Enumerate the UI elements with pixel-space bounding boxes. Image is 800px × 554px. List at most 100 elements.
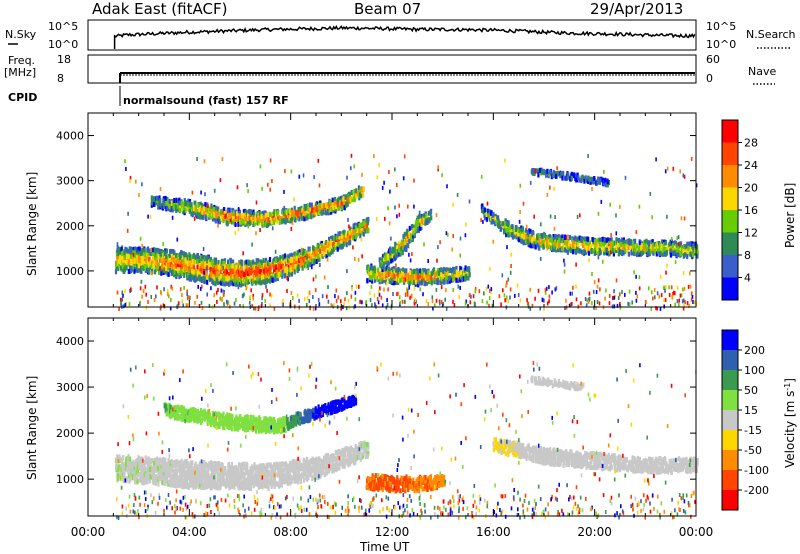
noise-cell — [423, 242, 425, 247]
noise-cell — [323, 275, 326, 280]
data-cell — [689, 241, 692, 247]
data-cell — [334, 235, 337, 241]
data-cell — [217, 206, 220, 212]
nave-label: Nave — [748, 65, 776, 78]
data-cell — [262, 265, 265, 271]
noise-cell — [648, 286, 650, 291]
noise-cell — [665, 270, 667, 275]
data-cell — [269, 270, 272, 276]
data-cell — [264, 222, 267, 228]
data-cell — [293, 251, 296, 257]
noise-cell — [291, 221, 294, 226]
noise-cell — [453, 303, 456, 307]
data-cell — [247, 279, 250, 284]
data-cell — [364, 219, 367, 225]
data-cell — [217, 279, 221, 284]
data-cell — [317, 243, 320, 249]
noise-cell — [394, 167, 396, 172]
noise-cell — [440, 300, 443, 305]
data-cell — [239, 270, 242, 276]
data-cell — [253, 261, 256, 267]
data-cell — [282, 258, 285, 264]
data-cell — [354, 195, 357, 201]
data-cell — [167, 265, 170, 271]
data-cell — [225, 279, 229, 285]
noise-cell — [571, 301, 573, 306]
data-cell — [158, 195, 161, 201]
data-cell — [466, 266, 469, 272]
data-cell — [349, 240, 352, 246]
data-cell — [293, 264, 296, 270]
noise-cell — [354, 256, 356, 261]
noise-cell — [660, 293, 663, 298]
noise-cell — [681, 287, 684, 292]
data-cell — [227, 275, 230, 281]
noise-cell — [563, 258, 565, 263]
data-cell — [254, 217, 257, 223]
noise-cell — [674, 260, 677, 265]
data-cell — [174, 204, 178, 210]
noise-cell — [663, 298, 665, 302]
data-cell — [410, 235, 413, 241]
noise-cell — [350, 294, 353, 299]
data-cell — [200, 207, 203, 213]
noise-cell — [346, 175, 348, 180]
noise-cell — [351, 286, 353, 291]
data-cell — [250, 262, 253, 268]
data-cell — [317, 257, 320, 263]
noise-cell — [179, 287, 182, 292]
data-cell — [359, 192, 362, 198]
noise-cell — [517, 293, 520, 297]
noise-cell — [286, 258, 289, 263]
data-cell — [258, 210, 261, 216]
noise-cell — [540, 222, 542, 227]
data-cell — [241, 259, 244, 265]
data-cell — [310, 256, 313, 262]
data-cell — [294, 263, 297, 269]
noise-cell — [445, 231, 448, 236]
data-cell — [212, 259, 215, 264]
noise-cell — [439, 301, 441, 306]
noise-cell — [249, 294, 251, 299]
data-cell — [266, 277, 269, 283]
data-cell — [188, 208, 191, 214]
nsky-panel — [87, 19, 697, 51]
data-cell — [664, 240, 667, 246]
noise-cell — [160, 291, 163, 296]
nsearch-label: N.Search — [746, 28, 796, 41]
data-cell — [190, 262, 193, 268]
data-cell — [220, 216, 223, 222]
noise-cell — [124, 289, 126, 294]
data-cell — [256, 215, 260, 221]
data-cell — [237, 212, 240, 218]
data-cell — [165, 206, 168, 212]
data-cell — [151, 259, 154, 265]
data-cell — [352, 235, 355, 241]
data-cell — [138, 263, 141, 269]
data-cell — [599, 177, 602, 183]
data-cell — [362, 186, 365, 192]
data-cell — [157, 254, 160, 259]
noise-cell — [149, 214, 152, 219]
data-cell — [536, 235, 539, 241]
data-cell — [408, 275, 411, 281]
data-cell — [405, 268, 408, 274]
noise-cell — [386, 298, 388, 302]
noise-cell — [673, 290, 675, 295]
data-cell — [309, 202, 312, 208]
data-cell — [426, 276, 429, 282]
noise-cell — [435, 287, 438, 292]
noise-cell — [686, 301, 689, 306]
data-cell — [173, 198, 176, 203]
data-cell — [290, 252, 293, 258]
noise-cell — [584, 297, 587, 301]
noise-cell — [398, 212, 401, 217]
noise-cell — [213, 188, 216, 193]
noise-cell — [403, 273, 405, 278]
data-cell — [194, 254, 197, 260]
noise-cell — [529, 180, 532, 185]
noise-cell — [553, 226, 556, 231]
data-cell — [240, 216, 243, 222]
noise-cell — [597, 251, 599, 256]
noise-cell — [298, 174, 301, 179]
